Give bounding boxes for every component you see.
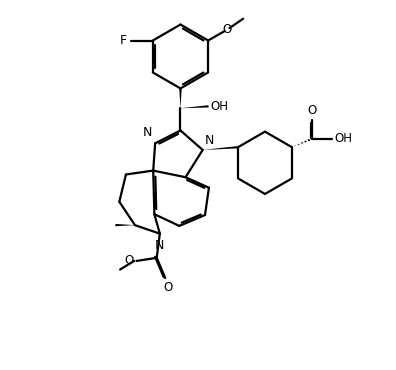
Text: N: N	[143, 127, 152, 139]
Polygon shape	[179, 88, 182, 108]
Text: OH: OH	[210, 100, 228, 113]
Polygon shape	[203, 146, 238, 150]
Text: F: F	[120, 34, 127, 47]
Text: OH: OH	[334, 132, 352, 145]
Text: N: N	[205, 134, 214, 147]
Text: N: N	[155, 239, 164, 252]
Polygon shape	[181, 105, 209, 108]
Text: O: O	[222, 23, 231, 36]
Text: O: O	[308, 104, 317, 117]
Polygon shape	[115, 224, 135, 226]
Text: O: O	[124, 255, 134, 268]
Text: O: O	[164, 281, 173, 294]
